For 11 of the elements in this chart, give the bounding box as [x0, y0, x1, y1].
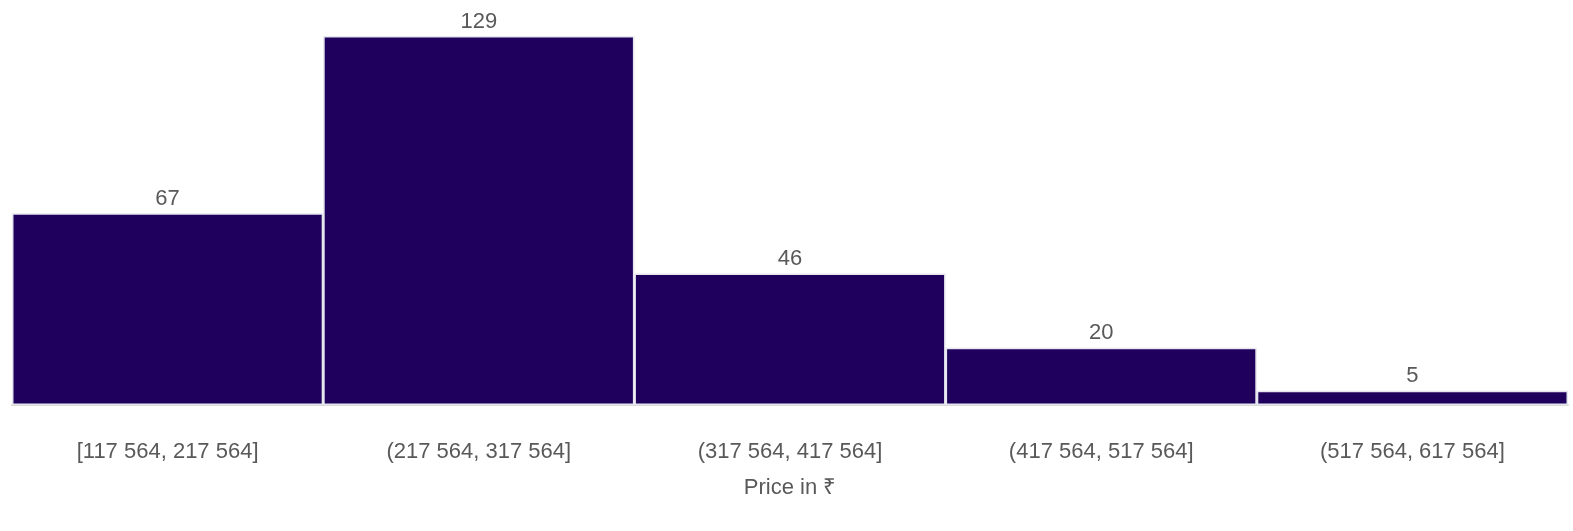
x-tick-label: (517 564, 617 564]: [1320, 437, 1505, 463]
x-tick-label: (317 564, 417 564]: [697, 437, 883, 463]
data-label: 46: [777, 244, 803, 270]
x-tick-label: (417 564, 517 564]: [1008, 437, 1194, 463]
x-tick-label: [117 564, 217 564]: [76, 437, 259, 463]
data-label: 129: [460, 7, 498, 33]
data-label: 67: [155, 184, 180, 210]
x-axis-title: Price in ₹: [743, 473, 837, 499]
data-label: 20: [1088, 319, 1114, 345]
x-tick-label: (217 564, 317 564]: [386, 437, 572, 463]
data-label: 5: [1406, 362, 1419, 388]
